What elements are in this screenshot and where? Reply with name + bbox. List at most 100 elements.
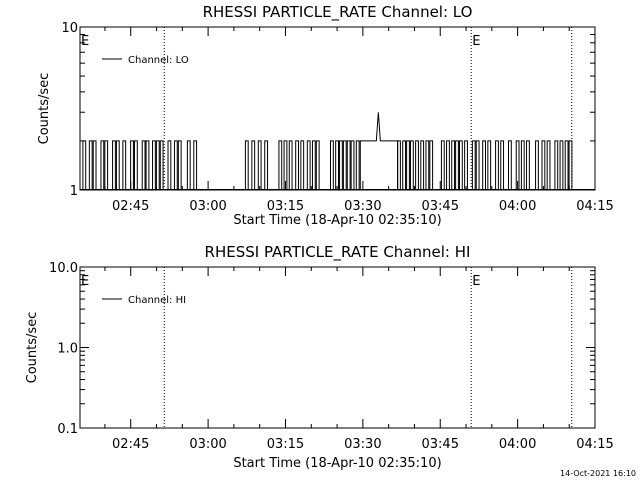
data-spike — [155, 140, 160, 190]
data-spike — [355, 140, 360, 190]
data-spike — [130, 140, 134, 190]
y-tick-label: 0.1 — [57, 422, 78, 437]
data-spike — [458, 140, 463, 190]
x-tick-label: 02:45 — [112, 437, 149, 452]
data-spike — [409, 140, 414, 190]
chart-title: RHESSI PARTICLE_RATE Channel: HI — [205, 243, 471, 262]
data-spike — [159, 140, 164, 190]
data-spike — [429, 140, 434, 190]
data-spike — [82, 140, 87, 190]
x-tick-label: 03:30 — [344, 199, 381, 214]
data-spike — [288, 140, 293, 190]
data-spike — [346, 140, 351, 190]
data-spike — [559, 140, 564, 190]
data-spike — [330, 140, 334, 190]
legend-label: Channel: HI — [128, 295, 186, 306]
y-tick-label: 10 — [61, 21, 78, 36]
eclipse-marker-label: E — [81, 274, 89, 289]
data-spike — [440, 140, 445, 190]
x-tick-label: 03:15 — [267, 199, 304, 214]
data-spike — [515, 140, 520, 190]
data-spike — [193, 140, 198, 190]
data-spike — [507, 140, 512, 190]
data-spike — [520, 140, 525, 190]
data-spike — [475, 140, 480, 190]
eclipse-marker-label: E — [472, 34, 480, 49]
data-spike — [339, 140, 343, 190]
data-spike — [186, 140, 191, 190]
x-tick-label: 03:00 — [189, 199, 226, 214]
x-tick-label: 03:15 — [267, 437, 304, 452]
data-spike — [141, 140, 146, 190]
x-tick-label: 03:00 — [189, 437, 226, 452]
footer-timestamp: 14-Oct-2021 16:10 — [560, 469, 636, 478]
legend-label: Channel: LO — [128, 55, 189, 66]
data-spike — [554, 140, 559, 190]
data-spike — [115, 140, 120, 190]
data-spike — [500, 140, 505, 190]
data-spike — [535, 140, 539, 190]
x-axis-label: Start Time (18-Apr-10 02:35:10) — [233, 456, 441, 471]
data-spike — [306, 140, 311, 190]
eclipse-marker-label: E — [81, 34, 89, 49]
data-spike — [420, 140, 425, 190]
data-spike — [482, 140, 486, 190]
data-spike — [177, 140, 182, 190]
data-spike — [300, 140, 305, 190]
data-spike — [564, 140, 569, 190]
data-spike — [122, 140, 127, 190]
eclipse-marker-label: E — [472, 274, 480, 289]
data-spike — [487, 140, 492, 190]
data-spike — [406, 140, 410, 190]
data-spike — [546, 140, 551, 190]
data-spike — [425, 140, 430, 190]
data-spike — [350, 140, 355, 190]
data-spike — [145, 140, 150, 190]
y-tick-label: 1.0 — [57, 342, 78, 357]
data-spike — [315, 140, 320, 190]
data-spike — [173, 140, 178, 190]
data-spike — [244, 140, 249, 190]
x-tick-label: 02:45 — [112, 199, 149, 214]
data-spike — [257, 140, 262, 190]
data-spike — [92, 140, 97, 190]
chart-panel-lo: RHESSI PARTICLE_RATE Channel: LO 1 10 Count… — [37, 3, 614, 228]
data-spike — [455, 140, 459, 190]
x-tick-label: 04:00 — [499, 199, 536, 214]
data-spike — [402, 140, 407, 190]
data-spike — [112, 140, 116, 190]
x-axis-label: Start Time (18-Apr-10 02:35:10) — [233, 213, 441, 228]
chart-title: RHESSI PARTICLE_RATE Channel: LO — [203, 3, 473, 22]
chart-panel-hi: RHESSI PARTICLE_RATE Channel: HI 0.1 1.0 10… — [25, 243, 614, 471]
x-tick-label: 03:45 — [422, 199, 459, 214]
x-tick-label: 04:15 — [576, 437, 613, 452]
data-spike — [471, 140, 476, 190]
data-spike — [464, 140, 468, 190]
data-spike — [311, 140, 316, 190]
y-axis-label: Counts/sec — [37, 73, 52, 145]
data-spike — [133, 140, 138, 190]
data-spike — [264, 140, 269, 190]
data-spike — [451, 140, 456, 190]
data-spike — [568, 140, 573, 190]
data-spike — [104, 140, 109, 190]
y-axis-label: Counts/sec — [25, 312, 40, 384]
plot-frame — [79, 26, 596, 191]
data-spike — [88, 140, 93, 190]
data-spike — [278, 140, 283, 190]
x-tick-label: 03:30 — [344, 437, 381, 452]
data-spike — [495, 140, 499, 190]
data-spike — [415, 140, 419, 190]
x-tick-label: 04:15 — [576, 199, 613, 214]
data-spike — [283, 140, 288, 190]
data-spike — [295, 140, 299, 190]
data-spike — [342, 140, 347, 190]
x-tick-label: 04:00 — [499, 437, 536, 452]
plot-frame — [79, 266, 596, 429]
data-spike — [541, 140, 546, 190]
y-tick-label: 1 — [70, 184, 78, 199]
data-spike — [167, 140, 172, 190]
data-spike — [446, 140, 450, 190]
x-tick-label: 03:45 — [422, 437, 459, 452]
